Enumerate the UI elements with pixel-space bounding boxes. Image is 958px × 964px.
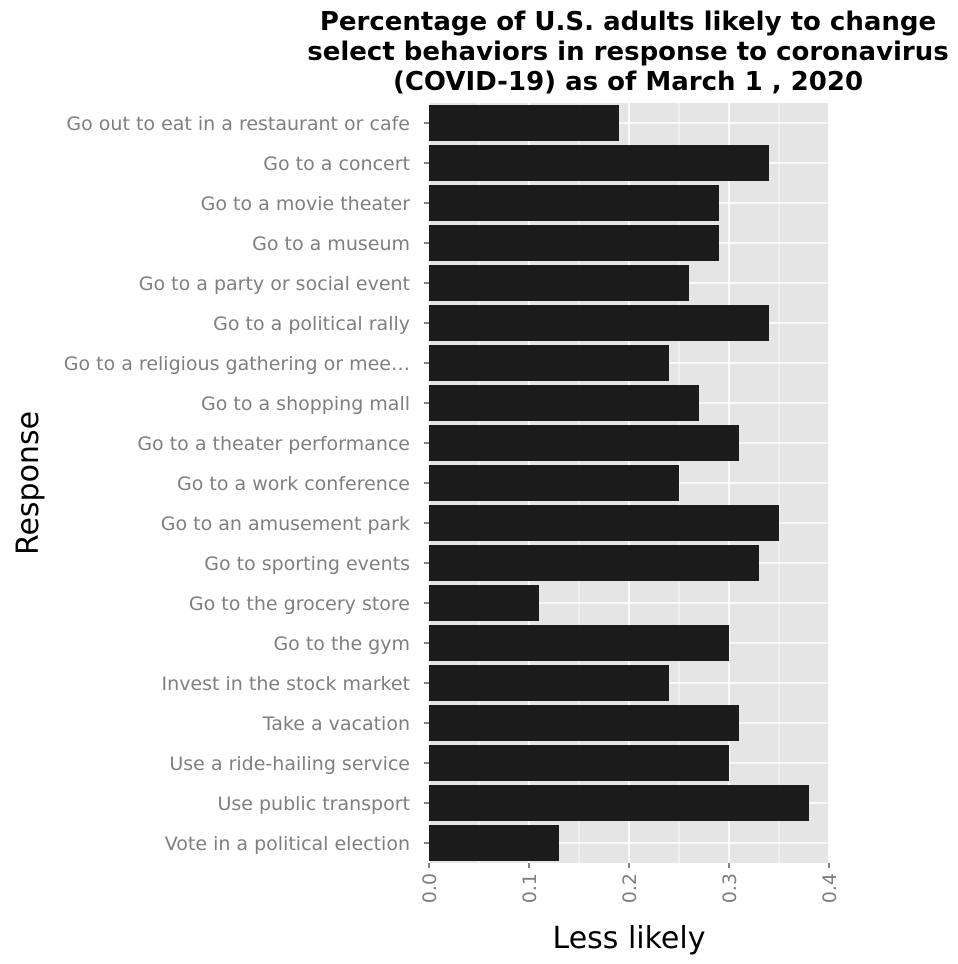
y-category-label: Go to a political rally [213, 313, 410, 335]
bar [429, 425, 739, 461]
y-category-label: Go to a party or social event [139, 273, 410, 295]
bar [429, 465, 679, 501]
x-tick-label: 0.2 [619, 873, 641, 903]
x-tick-label: 0.1 [519, 873, 541, 903]
bar [429, 145, 769, 181]
bar [429, 105, 619, 141]
bar [429, 585, 539, 621]
y-category-label: Go to a theater performance [137, 433, 410, 455]
x-tick-labels: 0.0 0.1 0.2 0.3 0.4 [419, 863, 841, 903]
bar [429, 545, 759, 581]
y-category-label: Go to a museum [252, 233, 410, 255]
bar [429, 745, 729, 781]
y-category-label: Go to a shopping mall [201, 393, 410, 415]
x-tick-label: 0.0 [419, 873, 441, 903]
chart-title: Percentage of U.S. adults likely to chan… [307, 7, 949, 97]
y-axis-title: Response [11, 411, 46, 555]
y-category-label: Go to a religious gathering or mee… [64, 353, 410, 375]
y-category-label: Go to an amusement park [161, 513, 410, 535]
y-category-label: Vote in a political election [165, 833, 410, 855]
bar [429, 785, 809, 821]
y-category-label: Go to a work conference [177, 473, 410, 495]
bar [429, 705, 739, 741]
y-category-label: Go to a movie theater [201, 193, 411, 215]
y-category-labels: Go out to eat in a restaurant or cafe Go … [64, 113, 429, 855]
bar [429, 345, 669, 381]
y-category-label: Go to a concert [263, 153, 410, 175]
y-category-label: Invest in the stock market [162, 673, 410, 695]
bar [429, 385, 699, 421]
chart-title-line: (COVID-19) as of March 1 , 2020 [393, 67, 863, 97]
bar [429, 305, 769, 341]
bar [429, 505, 779, 541]
y-category-label: Go to the gym [273, 633, 410, 655]
y-category-label: Go to the grocery store [189, 593, 410, 615]
y-category-label: Take a vacation [262, 713, 410, 735]
x-tick-label: 0.3 [719, 873, 741, 903]
bar [429, 625, 729, 661]
bar [429, 265, 689, 301]
x-tick-label: 0.4 [819, 873, 841, 903]
bar [429, 665, 669, 701]
bars [429, 105, 809, 861]
bar [429, 825, 559, 861]
bar [429, 225, 719, 261]
x-axis-title: Less likely [553, 921, 706, 956]
y-category-label: Go out to eat in a restaurant or cafe [66, 113, 410, 135]
chart-title-line: select behaviors in response to coronavi… [307, 37, 949, 67]
y-category-label: Use a ride-hailing service [169, 753, 410, 775]
y-category-label: Use public transport [217, 793, 410, 815]
y-category-label: Go to sporting events [204, 553, 410, 575]
chart-title-line: Percentage of U.S. adults likely to chan… [320, 7, 936, 37]
bar [429, 185, 719, 221]
